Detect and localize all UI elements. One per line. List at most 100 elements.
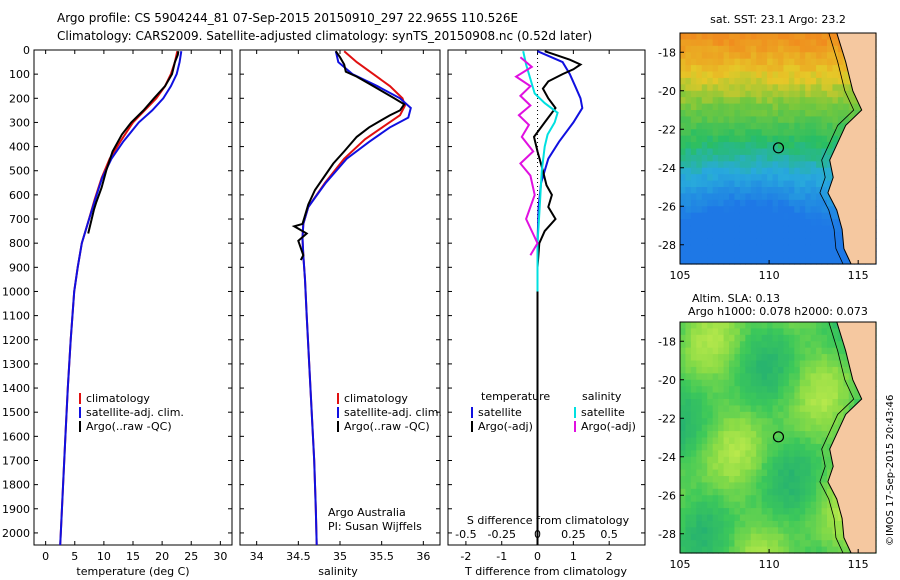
map-cell — [739, 334, 746, 342]
map-cell — [696, 450, 703, 458]
map-cell — [685, 206, 692, 214]
map-cell — [723, 231, 730, 239]
map-cell — [685, 90, 692, 98]
legend-label: satellite-adj. clim. — [86, 406, 184, 419]
map-cell — [756, 45, 763, 53]
map-cell — [745, 405, 752, 413]
map-cell — [821, 244, 828, 252]
map-cell — [816, 424, 823, 432]
map-cell — [723, 122, 730, 130]
map-cell — [794, 90, 801, 98]
map-cell — [788, 65, 795, 73]
map-cell — [734, 148, 741, 156]
map-cell — [783, 71, 790, 79]
map-cell — [729, 257, 736, 265]
map-cell — [712, 174, 719, 182]
map-cell — [821, 193, 828, 201]
map-cell — [772, 405, 779, 413]
map-cell — [805, 347, 812, 355]
map-cell — [723, 58, 730, 66]
map-cell — [794, 514, 801, 522]
map-cell — [690, 45, 697, 53]
map-cell — [778, 450, 785, 458]
map-cell — [690, 122, 697, 130]
map-cell — [816, 135, 823, 143]
map-cell — [734, 328, 741, 336]
map-cell — [712, 129, 719, 137]
map-cell — [690, 33, 697, 41]
map-cell — [837, 238, 844, 246]
map-cell — [794, 71, 801, 79]
map-cell — [690, 482, 697, 490]
map-cell — [701, 103, 708, 111]
map-cell — [810, 476, 817, 484]
map-cell — [788, 84, 795, 92]
map-cell — [756, 431, 763, 439]
map-cell — [680, 103, 687, 111]
map-cell — [685, 251, 692, 259]
map-cell — [816, 33, 823, 41]
map-cell — [778, 411, 785, 419]
map-cell — [718, 199, 725, 207]
map-cell — [761, 366, 768, 374]
map-cell — [701, 546, 708, 554]
map-cell — [739, 116, 746, 124]
map-cell — [761, 154, 768, 162]
map-cell — [767, 110, 774, 118]
map-cell — [701, 495, 708, 503]
map-cell — [756, 212, 763, 220]
map-cell — [821, 84, 828, 92]
map-cell — [794, 193, 801, 201]
map-cell — [701, 225, 708, 233]
map-cell — [734, 514, 741, 522]
map-cell — [810, 354, 817, 362]
map-cell — [837, 116, 844, 124]
map-cell — [690, 180, 697, 188]
map-cell — [729, 238, 736, 246]
y-tick-label: 1500 — [2, 406, 30, 419]
x-tick-label: 35.5 — [369, 550, 394, 563]
map-cell — [718, 411, 725, 419]
map-cell — [739, 135, 746, 143]
map-cell — [821, 77, 828, 85]
map-cell — [690, 366, 697, 374]
map-cell — [761, 45, 768, 53]
map-cell — [745, 90, 752, 98]
map-cell — [718, 360, 725, 368]
map-cell — [696, 33, 703, 41]
y-tick-label: -22 — [658, 123, 676, 136]
map-cell — [723, 251, 730, 259]
map-cell — [707, 386, 714, 394]
map-cell — [707, 322, 714, 330]
map-cell — [810, 231, 817, 239]
map-cell — [810, 33, 817, 41]
plot-frame — [447, 49, 646, 546]
map-cell — [696, 187, 703, 195]
map-cell — [756, 418, 763, 426]
map-cell — [696, 456, 703, 464]
map-cell — [832, 533, 839, 541]
map-cell — [718, 77, 725, 85]
map-cell — [739, 199, 746, 207]
map-cell — [783, 45, 790, 53]
map-cell — [827, 206, 834, 214]
map-cell — [690, 456, 697, 464]
map-cell — [821, 431, 828, 439]
map-cell — [745, 33, 752, 41]
map-cell — [761, 39, 768, 47]
map-cell — [739, 411, 746, 419]
map-cell — [772, 39, 779, 47]
map-cell — [788, 161, 795, 169]
map-cell — [729, 187, 736, 195]
map-cell — [750, 167, 757, 175]
map-cell — [696, 58, 703, 66]
map-cell — [794, 334, 801, 342]
map-cell — [729, 450, 736, 458]
map-cell — [729, 533, 736, 541]
map-cell — [685, 527, 692, 535]
map-cell — [799, 347, 806, 355]
map-cell — [690, 431, 697, 439]
map-cell — [827, 103, 834, 111]
map-cell — [767, 116, 774, 124]
